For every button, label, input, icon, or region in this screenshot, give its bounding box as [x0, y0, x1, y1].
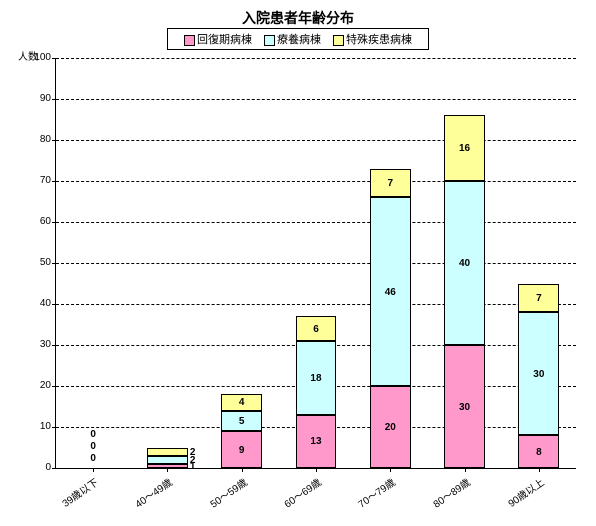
- value-label: 0: [65, 453, 122, 464]
- legend-label: 療養病棟: [277, 34, 321, 46]
- gridline: [56, 304, 576, 305]
- xtick: [390, 468, 391, 472]
- value-label: 30: [518, 369, 559, 380]
- ytick-label: 20: [21, 380, 51, 391]
- ytick-label: 70: [21, 175, 51, 186]
- value-label: 6: [296, 324, 337, 335]
- ytick-label: 0: [21, 462, 51, 473]
- bar-segment: [147, 448, 188, 456]
- legend-item: 回復期病棟: [184, 31, 252, 47]
- xtick-label: 39歳以下: [35, 474, 101, 526]
- xtick: [316, 468, 317, 472]
- ytick-label: 50: [21, 257, 51, 268]
- gridline: [56, 263, 576, 264]
- xtick: [167, 468, 168, 472]
- xtick-label: 70～79歳: [332, 474, 398, 526]
- value-label: 16: [444, 143, 485, 154]
- ytick-label: 100: [21, 52, 51, 63]
- xtick: [93, 468, 94, 472]
- value-label: 0: [65, 429, 122, 440]
- xtick-label: 50～59歳: [183, 474, 249, 526]
- legend-item: 療養病棟: [264, 31, 321, 47]
- value-label: 7: [518, 293, 559, 304]
- ytick-label: 80: [21, 134, 51, 145]
- xtick-label: 80～89歳: [406, 474, 472, 526]
- xtick: [539, 468, 540, 472]
- gridline: [56, 140, 576, 141]
- value-label: 46: [370, 287, 411, 298]
- xtick-label: 40～49歳: [109, 474, 175, 526]
- legend-item: 特殊疾患病棟: [333, 31, 412, 47]
- ytick-label: 30: [21, 339, 51, 350]
- ytick-label: 60: [21, 216, 51, 227]
- plot-area: 00012295413186204673040168307: [55, 58, 576, 469]
- value-label: 20: [370, 422, 411, 433]
- value-label: 7: [370, 178, 411, 189]
- value-label: 13: [296, 436, 337, 447]
- legend-label: 回復期病棟: [197, 34, 252, 46]
- ytick: [52, 468, 56, 469]
- legend-swatch: [333, 35, 344, 46]
- gridline: [56, 181, 576, 182]
- value-label: 5: [221, 416, 262, 427]
- legend-label: 特殊疾患病棟: [346, 34, 412, 46]
- legend-swatch: [264, 35, 275, 46]
- gridline: [56, 222, 576, 223]
- value-label: 18: [296, 373, 337, 384]
- value-label: 9: [221, 445, 262, 456]
- xtick: [242, 468, 243, 472]
- chart-container: 入院患者年齢分布 回復期病棟療養病棟特殊疾患病棟 人数 000122954131…: [0, 0, 596, 515]
- value-label: 0: [65, 441, 122, 452]
- value-label: 40: [444, 258, 485, 269]
- xtick: [465, 468, 466, 472]
- gridline: [56, 58, 576, 59]
- xtick-label: 90歳以上: [481, 474, 547, 526]
- legend-swatch: [184, 35, 195, 46]
- xtick-label: 60～69歳: [258, 474, 324, 526]
- ytick-label: 90: [21, 93, 51, 104]
- legend: 回復期病棟 療養病棟 特殊疾患病棟: [167, 28, 429, 50]
- value-label: 30: [444, 402, 485, 413]
- ytick-label: 40: [21, 298, 51, 309]
- value-label: 4: [221, 397, 262, 408]
- ytick-label: 10: [21, 421, 51, 432]
- bar-segment: [147, 456, 188, 464]
- value-label: 2: [190, 447, 210, 458]
- chart-title: 入院患者年齢分布: [0, 8, 596, 28]
- gridline: [56, 99, 576, 100]
- value-label: 8: [518, 447, 559, 458]
